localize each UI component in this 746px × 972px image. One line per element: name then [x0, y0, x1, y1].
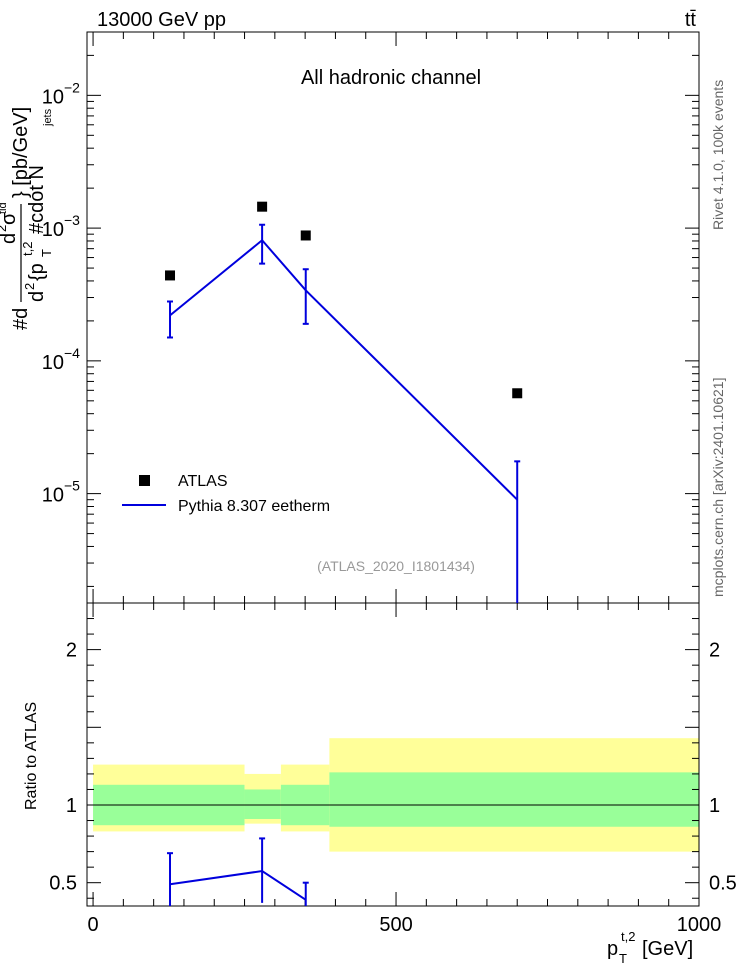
main-plot-area — [165, 201, 523, 603]
mc-line — [169, 238, 518, 501]
y-title-den-sub-t: T — [39, 249, 54, 257]
y-tick-label-base: 10 — [42, 86, 64, 108]
atlas-data-point — [165, 270, 176, 281]
rivet-version-label: Rivet 4.1.0, 100k events — [710, 80, 726, 230]
ratio-frame — [86, 602, 700, 907]
ratio-y-axis-title: Ratio to ATLAS — [23, 702, 40, 810]
x-axis-title-sub: T — [619, 951, 627, 966]
y-title-num-d: d — [0, 233, 20, 244]
mcplots-label: mcplots.cern.ch [arXiv:2401.10621] — [710, 378, 726, 597]
energy-label: 13000 GeV pp — [97, 9, 226, 31]
y-tick-label-exp: −2 — [64, 79, 80, 95]
ratio-plot-area — [167, 837, 309, 906]
legend-label-atlas: ATLAS — [178, 473, 228, 490]
y-tick-label-exp: −3 — [64, 212, 80, 228]
y-tick-label-exp: −5 — [64, 478, 80, 494]
x-axis-title: p T t,2 [GeV] — [607, 929, 693, 966]
atlas-data-point — [257, 201, 268, 212]
x-axis-title-p: p — [607, 938, 618, 960]
y-title-den-d: d — [26, 291, 48, 302]
legend-marker-atlas — [139, 475, 150, 486]
y-title-den-brace: {p — [26, 263, 48, 281]
y-tick-label-exp: −4 — [64, 345, 80, 361]
y-title-num-sigma-sup: tid — [0, 202, 9, 214]
ratio-y-tick-label-right: 0.5 — [709, 873, 737, 895]
ratio-bands — [87, 738, 699, 852]
x-axis-title-sup: t,2 — [621, 929, 635, 944]
y-title-den-sup: 2 — [22, 283, 37, 290]
y-title-num-sigma: σ — [0, 212, 20, 225]
y-title-den-sub-jets: jets — [42, 108, 54, 127]
y-title-unit: } [pb/GeV] — [10, 107, 32, 198]
x-axis-title-unit: [GeV] — [642, 938, 693, 960]
analysis-id-label: (ATLAS_2020_I1801434) — [317, 558, 475, 574]
y-tick-label-base: 10 — [42, 352, 64, 374]
ratio-mc-line — [169, 869, 307, 901]
axis-ticks — [87, 31, 700, 906]
legend: ATLAS Pythia 8.307 eetherm — [122, 473, 330, 515]
y-title-den-sup-t2: t,2 — [20, 242, 35, 256]
x-tick-label: 0 — [87, 914, 98, 936]
y-title-hash-d: #d — [10, 308, 32, 330]
legend-label-pythia: Pythia 8.307 eetherm — [178, 498, 330, 515]
atlas-data-point — [300, 230, 311, 241]
main-y-axis-title: #d d 2 σ tid d 2 {p T t,2 #cdot N jets }… — [0, 107, 54, 330]
ratio-y-tick-label-left: 2 — [66, 640, 77, 662]
y-title-den-cdot: #cdot N — [26, 165, 48, 234]
y-title-num-sup: 2 — [0, 225, 9, 232]
ratio-y-tick-label-right: 2 — [709, 640, 720, 662]
x-tick-label: 500 — [379, 914, 412, 936]
y-tick-label-base: 10 — [42, 485, 64, 507]
process-label: tt̄ — [685, 9, 697, 31]
x-tick-label: 1000 — [677, 914, 722, 936]
plot-title: All hadronic channel — [301, 67, 481, 89]
atlas-data-point — [512, 388, 523, 399]
ratio-y-tick-label-left: 0.5 — [49, 873, 77, 895]
y-tick-label-base: 10 — [42, 219, 64, 241]
ratio-band-inner — [244, 789, 281, 819]
ratio-y-tick-label-right: 1 — [709, 795, 720, 817]
ratio-y-tick-label-left: 1 — [66, 795, 77, 817]
ratio-band-inner — [329, 772, 699, 827]
main-frame — [86, 31, 700, 604]
